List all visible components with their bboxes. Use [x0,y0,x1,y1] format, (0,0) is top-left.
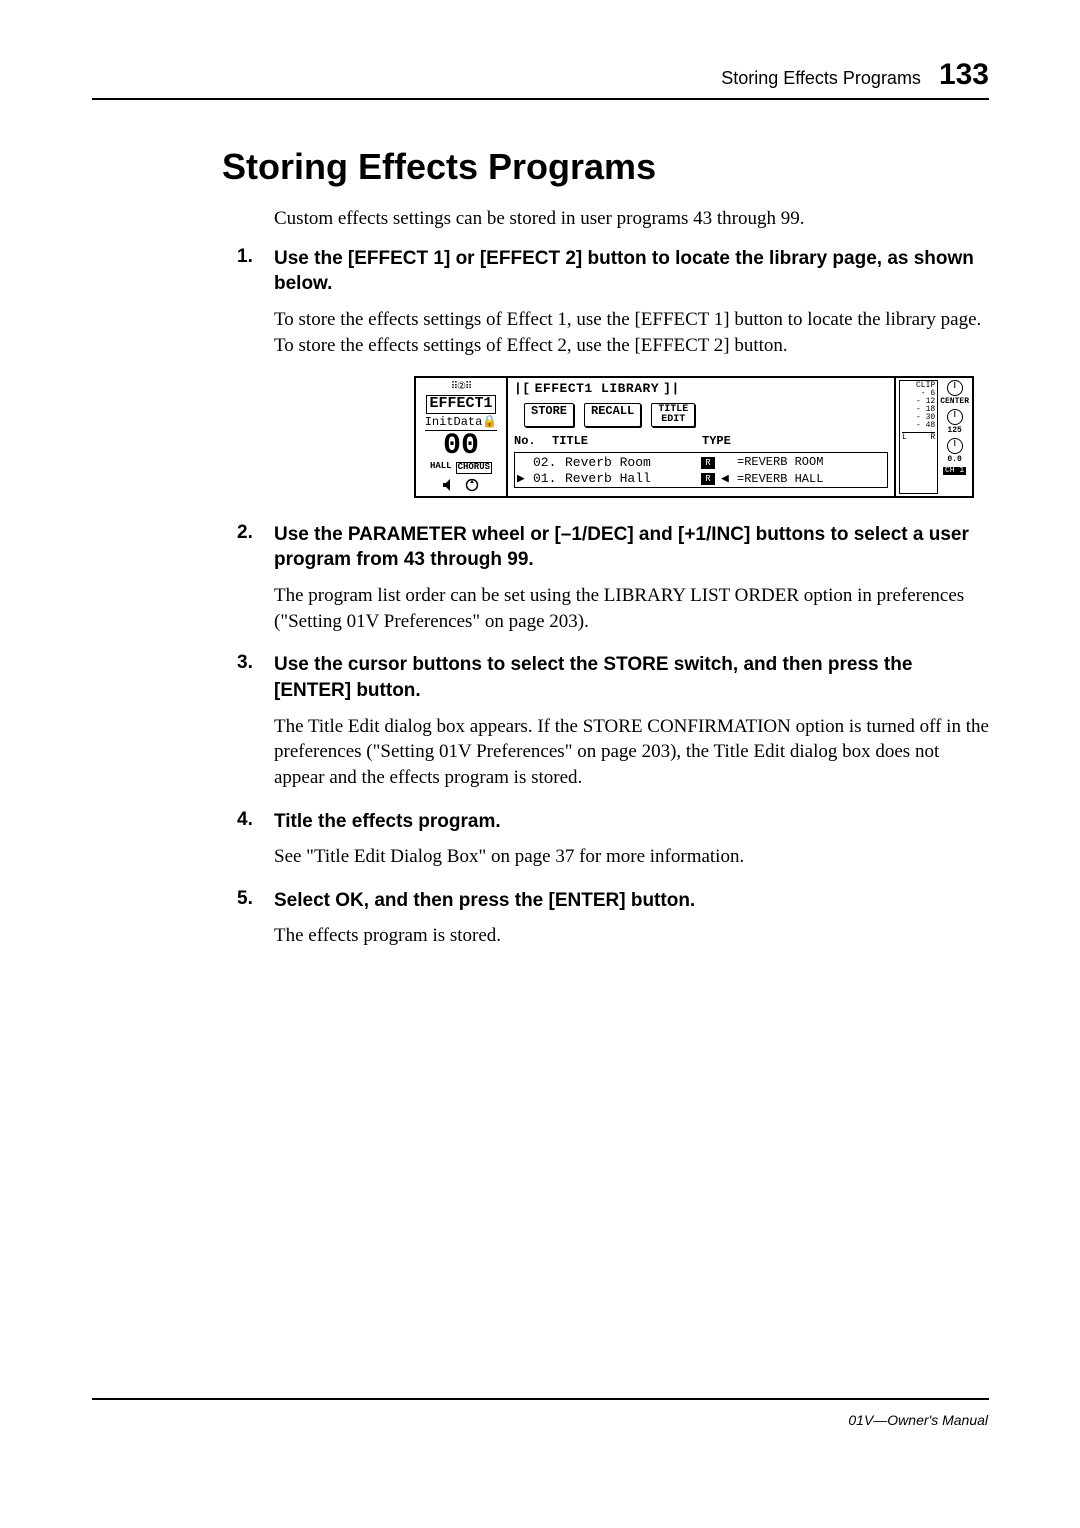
lcd-screen-title-row: |[ EFFECT1 LIBRARY ]| [514,382,888,396]
lcd-list-row-1: 02. Reverb Room R =REVERB ROOM [517,454,885,470]
step-2-body: The program list order can be set using … [274,583,989,634]
knob-2-icon [947,409,963,425]
step-4-head: Title the effects program. [274,809,989,835]
lcd-meter-48: - 48 [916,422,935,430]
lcd-bottom-icons [442,478,480,492]
lcd-recall-button: RECALL [584,403,641,427]
knob-1-icon [947,380,963,396]
footer-text: 01V—Owner's Manual [848,1412,988,1428]
lcd-screen-title: EFFECT1 LIBRARY [535,382,660,396]
lcd-00-label: 0.0 [947,456,961,465]
lcd-row2-cursor: ▶ [517,472,527,486]
step-4: Title the effects program. See "Title Ed… [237,809,989,870]
lcd-row1-num: 02. [533,456,559,470]
lcd-row2-num: 01. [533,472,559,486]
lcd-meter-r: R [930,434,935,442]
lcd-screen: ⠿②⠿ EFFECT1 InitData🔒 00 HALL CHORUS [414,376,974,498]
step-5: Select OK, and then press the [ENTER] bu… [237,888,989,949]
knob-3-icon [947,438,963,454]
step-3: Use the cursor buttons to select the STO… [237,652,989,790]
lcd-left-panel: ⠿②⠿ EFFECT1 InitData🔒 00 HALL CHORUS [416,378,508,496]
step-1-head: Use the [EFFECT 1] or [EFFECT 2] button … [274,246,989,297]
lcd-title-bracket-l: |[ [514,382,531,396]
lcd-col-no: No. [514,435,542,448]
lcd-button-row: STORE RECALL TITLE EDIT [524,403,888,427]
lcd-figure: ⠿②⠿ EFFECT1 InitData🔒 00 HALL CHORUS [414,376,974,498]
lcd-knobs: CENTER 125 0.0 CH 1 [940,380,969,494]
lcd-right-panel: CLIP - 6 - 12 - 18 - 30 - 48 L R [894,378,972,496]
lcd-125-label: 125 [947,427,961,436]
lcd-title-edit-button: TITLE EDIT [651,403,695,427]
lcd-meter: CLIP - 6 - 12 - 18 - 30 - 48 L R [899,380,938,494]
lcd-row1-r-icon: R [701,457,715,469]
page-content: Storing Effects Programs 133 Storing Eff… [92,58,989,967]
lcd-title-bracket-r: ]| [663,382,680,396]
lcd-hall-chorus: HALL CHORUS [430,462,492,474]
step-2: Use the PARAMETER wheel or [–1/DEC] and … [237,522,989,635]
lcd-column-headers: No. TITLE TYPE [514,435,888,448]
step-1-body: To store the effects settings of Effect … [274,307,989,358]
lcd-hall-label: HALL [430,462,452,474]
step-3-head: Use the cursor buttons to select the STO… [274,652,989,703]
step-1: Use the [EFFECT 1] or [EFFECT 2] button … [237,246,989,498]
lcd-list-row-2: ▶ 01. Reverb Hall R ◀ =REVERB HALL [517,470,885,486]
speaker-icon [442,478,458,492]
lcd-store-button: STORE [524,403,574,427]
lcd-chorus-label: CHORUS [456,462,492,474]
lcd-col-type: TYPE [702,435,888,448]
lcd-ch-label: CH 1 [943,467,966,476]
lcd-center-label: CENTER [940,398,969,407]
page-header: Storing Effects Programs 133 [92,58,989,100]
lcd-title-edit-bot: EDIT [661,414,685,425]
lcd-effect-label: EFFECT1 [426,395,495,414]
lcd-col-title: TITLE [552,435,692,448]
footer-rule [92,1398,989,1400]
page-title: Storing Effects Programs [222,146,989,188]
step-2-head: Use the PARAMETER wheel or [–1/DEC] and … [274,522,989,573]
header-section-title: Storing Effects Programs [721,68,921,89]
lcd-meter-l: L [902,434,907,442]
lcd-row2-title: Reverb Hall [565,472,695,486]
step-5-body: The effects program is stored. [274,923,989,949]
step-4-body: See "Title Edit Dialog Box" on page 37 f… [274,844,989,870]
lcd-row2-arrow: ◀ [721,472,731,486]
lcd-program-number: 00 [443,433,479,460]
lcd-mid-panel: |[ EFFECT1 LIBRARY ]| STORE RECALL TITLE… [508,378,894,496]
steps-list: Use the [EFFECT 1] or [EFFECT 2] button … [237,246,989,949]
lcd-tab-indicator: ⠿②⠿ [451,382,472,393]
header-page-number: 133 [939,58,989,92]
step-5-head: Select OK, and then press the [ENTER] bu… [274,888,989,914]
lcd-row2-r-icon: R [701,473,715,485]
step-3-body: The Title Edit dialog box appears. If th… [274,714,989,791]
intro-paragraph: Custom effects settings can be stored in… [274,206,989,232]
lcd-row1-title: Reverb Room [565,456,695,470]
lcd-row2-type: =REVERB HALL [737,473,885,486]
lcd-list-box: 02. Reverb Room R =REVERB ROOM ▶ 01. Rev… [514,452,888,489]
lcd-row1-type: =REVERB ROOM [737,456,885,469]
rotary-icon [464,478,480,492]
